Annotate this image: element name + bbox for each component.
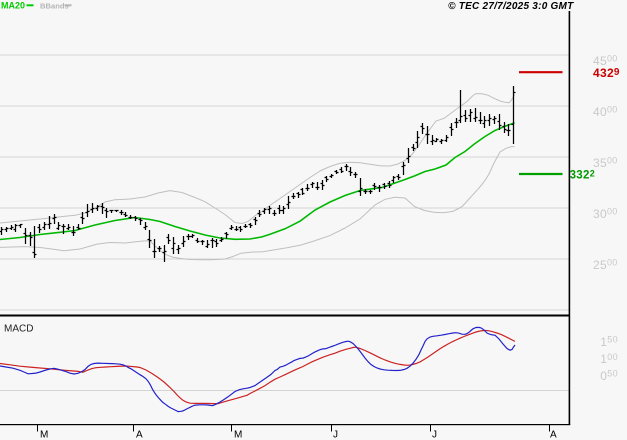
svg-text:J: J bbox=[432, 430, 437, 440]
svg-text:J: J bbox=[333, 430, 338, 440]
svg-text:BBands: BBands bbox=[40, 2, 69, 11]
svg-text:MA20: MA20 bbox=[1, 1, 25, 11]
svg-text:A: A bbox=[550, 430, 557, 440]
svg-text:M: M bbox=[40, 430, 48, 440]
svg-text:© TEC 27/7/2025 3:0 GMT: © TEC 27/7/2025 3:0 GMT bbox=[448, 1, 574, 12]
svg-text:4329: 4329 bbox=[593, 66, 620, 80]
svg-text:M: M bbox=[234, 430, 242, 440]
svg-text:A: A bbox=[136, 430, 143, 440]
svg-text:3322: 3322 bbox=[570, 169, 595, 182]
svg-text:MACD: MACD bbox=[4, 324, 33, 335]
